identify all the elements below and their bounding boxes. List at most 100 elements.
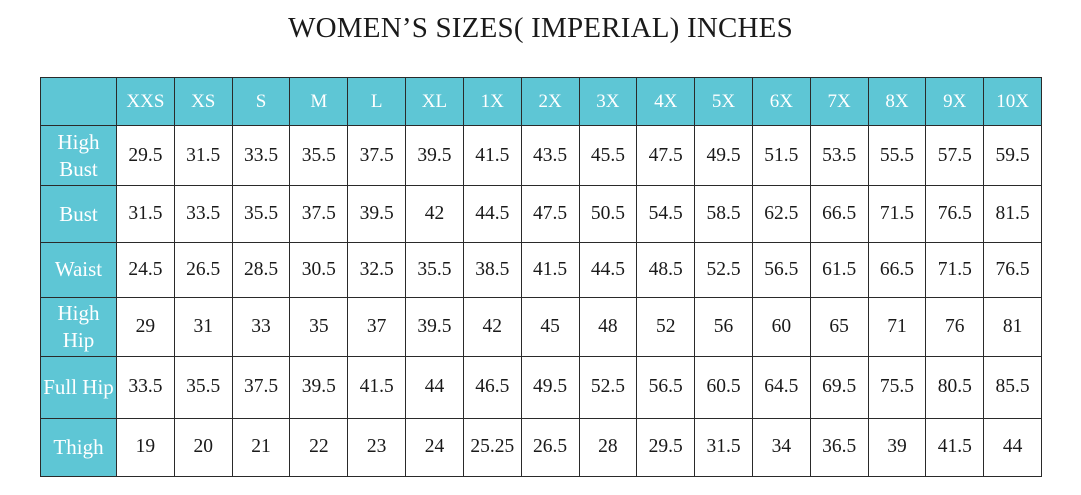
measurement-cell: 69.5 [809, 356, 869, 419]
measurement-cell: 24 [405, 417, 464, 478]
size-header-l: L [347, 77, 407, 126]
measurement-cell: 71 [867, 296, 927, 358]
size-header-3x: 3X [578, 77, 638, 126]
measurement-cell: 65 [809, 296, 869, 358]
measurement-cell: 60.5 [694, 356, 753, 419]
measurement-row-high-bust: High Bust 29.5 31.5 33.5 35.5 37.5 39.5 41.5 43.… [40, 124, 1042, 187]
size-header-s: S [231, 77, 291, 126]
row-label: Waist [40, 241, 117, 298]
measurement-cell: 52 [636, 296, 696, 358]
measurement-cell: 39 [867, 417, 927, 478]
measurement-cell: 60 [751, 296, 811, 358]
measurement-cell: 45 [520, 296, 580, 358]
size-header-xs: XS [173, 77, 233, 126]
measurement-cell: 54.5 [636, 185, 696, 243]
measurement-cell: 61.5 [809, 241, 869, 298]
measurement-cell: 62.5 [751, 185, 811, 243]
measurement-cell: 41.5 [347, 356, 407, 419]
size-header-m: M [289, 77, 349, 126]
size-header-xxs: XXS [116, 77, 175, 126]
measurement-cell: 33.5 [231, 124, 291, 187]
measurement-cell: 29.5 [636, 417, 696, 478]
size-header-6x: 6X [751, 77, 811, 126]
row-label: Full Hip [40, 356, 117, 419]
measurement-cell: 30.5 [289, 241, 349, 298]
size-chart-table: XXS XS S M L XL 1X 2X 3X 4X 5X 6X 7X 8X 9X 10X High Bus… [40, 77, 1042, 478]
size-header-9x: 9X [925, 77, 985, 126]
measurement-cell: 39.5 [405, 296, 464, 358]
measurement-cell: 19 [116, 417, 175, 478]
measurement-cell: 47.5 [636, 124, 696, 187]
measurement-cell: 47.5 [520, 185, 580, 243]
measurement-row-bust: Bust 31.5 33.5 35.5 37.5 39.5 42 44.5 47.5 50.5 54… [40, 185, 1042, 243]
measurement-cell: 59.5 [983, 124, 1042, 187]
measurement-cell: 39.5 [347, 185, 407, 243]
measurement-cell: 48 [578, 296, 638, 358]
measurement-cell: 85.5 [983, 356, 1042, 419]
measurement-cell: 66.5 [809, 185, 869, 243]
measurement-cell: 44 [983, 417, 1042, 478]
size-header-7x: 7X [809, 77, 869, 126]
measurement-cell: 76.5 [925, 185, 985, 243]
measurement-cell: 42 [462, 296, 522, 358]
size-header-10x: 10X [983, 77, 1042, 126]
measurement-cell: 56.5 [751, 241, 811, 298]
size-header-5x: 5X [694, 77, 753, 126]
measurement-cell: 58.5 [694, 185, 753, 243]
measurement-row-high-hip: High Hip 29 31 33 35 37 39.5 42 45 48 52 56 60 65 71 76… [40, 296, 1042, 358]
measurement-cell: 76.5 [983, 241, 1042, 298]
measurement-cell: 35.5 [405, 241, 464, 298]
measurement-cell: 37.5 [289, 185, 349, 243]
measurement-cell: 80.5 [925, 356, 985, 419]
size-header-8x: 8X [867, 77, 927, 126]
measurement-cell: 26.5 [520, 417, 580, 478]
measurement-cell: 66.5 [867, 241, 927, 298]
measurement-cell: 44.5 [462, 185, 522, 243]
measurement-cell: 21 [231, 417, 291, 478]
measurement-cell: 48.5 [636, 241, 696, 298]
measurement-cell: 29.5 [116, 124, 175, 187]
measurement-cell: 46.5 [462, 356, 522, 419]
size-header-xl: XL [405, 77, 464, 126]
measurement-cell: 28 [578, 417, 638, 478]
measurement-cell: 38.5 [462, 241, 522, 298]
measurement-cell: 37.5 [347, 124, 407, 187]
size-header-4x: 4X [636, 77, 696, 126]
measurement-rows: High Bust 29.5 31.5 33.5 35.5 37.5 39.5 41.5 43.… [40, 124, 1042, 478]
measurement-cell: 51.5 [751, 124, 811, 187]
measurement-cell: 52.5 [694, 241, 753, 298]
measurement-cell: 64.5 [751, 356, 811, 419]
measurement-cell: 75.5 [867, 356, 927, 419]
measurement-cell: 45.5 [578, 124, 638, 187]
measurement-cell: 31.5 [173, 124, 233, 187]
measurement-cell: 33.5 [173, 185, 233, 243]
measurement-cell: 81.5 [983, 185, 1042, 243]
row-label: Thigh [40, 417, 117, 478]
measurement-cell: 33.5 [116, 356, 175, 419]
measurement-cell: 52.5 [578, 356, 638, 419]
measurement-cell: 35.5 [173, 356, 233, 419]
size-header-2x: 2X [520, 77, 580, 126]
measurement-cell: 41.5 [462, 124, 522, 187]
measurement-row-thigh: Thigh 19 20 21 22 23 24 25.25 26.5 28 29.5 31.5 34 36… [40, 417, 1042, 478]
measurement-cell: 71.5 [925, 241, 985, 298]
measurement-cell: 81 [983, 296, 1042, 358]
measurement-cell: 50.5 [578, 185, 638, 243]
row-label: High Hip [40, 296, 117, 358]
measurement-cell: 31.5 [694, 417, 753, 478]
measurement-cell: 44 [405, 356, 464, 419]
measurement-cell: 32.5 [347, 241, 407, 298]
measurement-cell: 34 [751, 417, 811, 478]
header-corner-cell [40, 77, 117, 126]
measurement-cell: 31.5 [116, 185, 175, 243]
measurement-cell: 26.5 [173, 241, 233, 298]
measurement-cell: 36.5 [809, 417, 869, 478]
measurement-cell: 53.5 [809, 124, 869, 187]
measurement-cell: 76 [925, 296, 985, 358]
measurement-cell: 39.5 [405, 124, 464, 187]
measurement-cell: 41.5 [925, 417, 985, 478]
measurement-cell: 35 [289, 296, 349, 358]
size-header-row: XXS XS S M L XL 1X 2X 3X 4X 5X 6X 7X 8X 9X 10X [40, 77, 1042, 126]
measurement-cell: 57.5 [925, 124, 985, 187]
measurement-cell: 55.5 [867, 124, 927, 187]
